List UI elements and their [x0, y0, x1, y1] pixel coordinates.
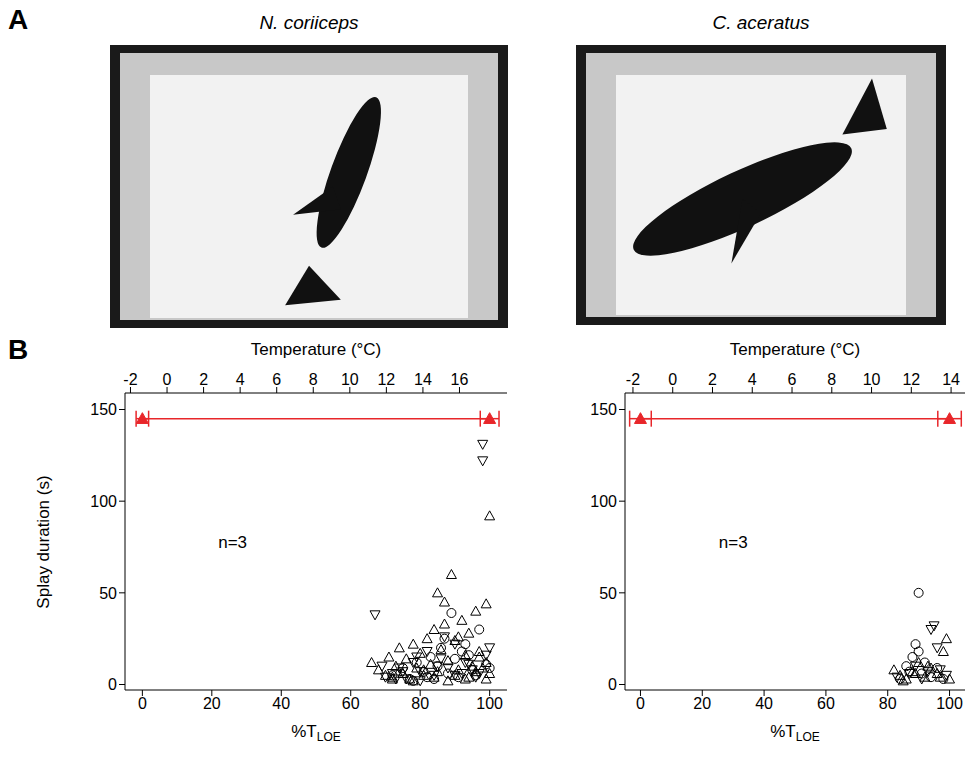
svg-text:8: 8: [827, 371, 836, 388]
svg-text:60: 60: [817, 695, 835, 712]
svg-text:100: 100: [936, 695, 963, 712]
svg-text:n=3: n=3: [719, 533, 748, 552]
html-text:C. aceratus: C. aceratus: [712, 12, 810, 33]
svg-text:4: 4: [236, 371, 245, 388]
html-text:N. coriiceps: N. coriiceps: [259, 12, 359, 33]
svg-text:14: 14: [414, 371, 432, 388]
svg-text:14: 14: [942, 371, 960, 388]
svg-text:16: 16: [451, 371, 469, 388]
html-text:Splay duration (s): Splay duration (s): [34, 474, 53, 609]
svg-text:-2: -2: [123, 371, 137, 388]
svg-text:40: 40: [272, 695, 290, 712]
svg-text:6: 6: [788, 371, 797, 388]
svg-text:2: 2: [199, 371, 208, 388]
svg-text:60: 60: [342, 695, 360, 712]
svg-text:80: 80: [879, 695, 897, 712]
html-text:%TLOE: %TLOE: [291, 722, 341, 745]
svg-text:100: 100: [476, 695, 503, 712]
svg-text:0: 0: [108, 676, 117, 693]
svg-text:100: 100: [90, 493, 117, 510]
svg-text:40: 40: [755, 695, 773, 712]
svg-text:20: 20: [203, 695, 221, 712]
svg-text:12: 12: [902, 371, 920, 388]
svg-text:0: 0: [668, 371, 677, 388]
svg-text:20: 20: [693, 695, 711, 712]
svg-text:150: 150: [590, 401, 617, 418]
html-text:Temperature (°C): Temperature (°C): [250, 340, 382, 359]
html-text:Temperature (°C): Temperature (°C): [729, 340, 861, 359]
svg-text:2: 2: [708, 371, 717, 388]
svg-text:0: 0: [163, 371, 172, 388]
svg-text:0: 0: [608, 676, 617, 693]
svg-text:50: 50: [599, 585, 617, 602]
svg-text:12: 12: [377, 371, 395, 388]
svg-text:0: 0: [138, 695, 147, 712]
svg-text:80: 80: [411, 695, 429, 712]
svg-text:50: 50: [99, 585, 117, 602]
html-text:%TLOE: %TLOE: [770, 722, 820, 745]
svg-text:100: 100: [590, 493, 617, 510]
html-text:A: A: [8, 4, 29, 35]
svg-text:0: 0: [636, 695, 645, 712]
svg-text:150: 150: [90, 401, 117, 418]
svg-text:-2: -2: [626, 371, 640, 388]
svg-text:8: 8: [309, 371, 318, 388]
svg-text:6: 6: [272, 371, 281, 388]
svg-text:4: 4: [748, 371, 757, 388]
html-text:B: B: [8, 334, 29, 365]
svg-text:10: 10: [863, 371, 881, 388]
svg-text:n=3: n=3: [218, 533, 247, 552]
svg-text:10: 10: [341, 371, 359, 388]
